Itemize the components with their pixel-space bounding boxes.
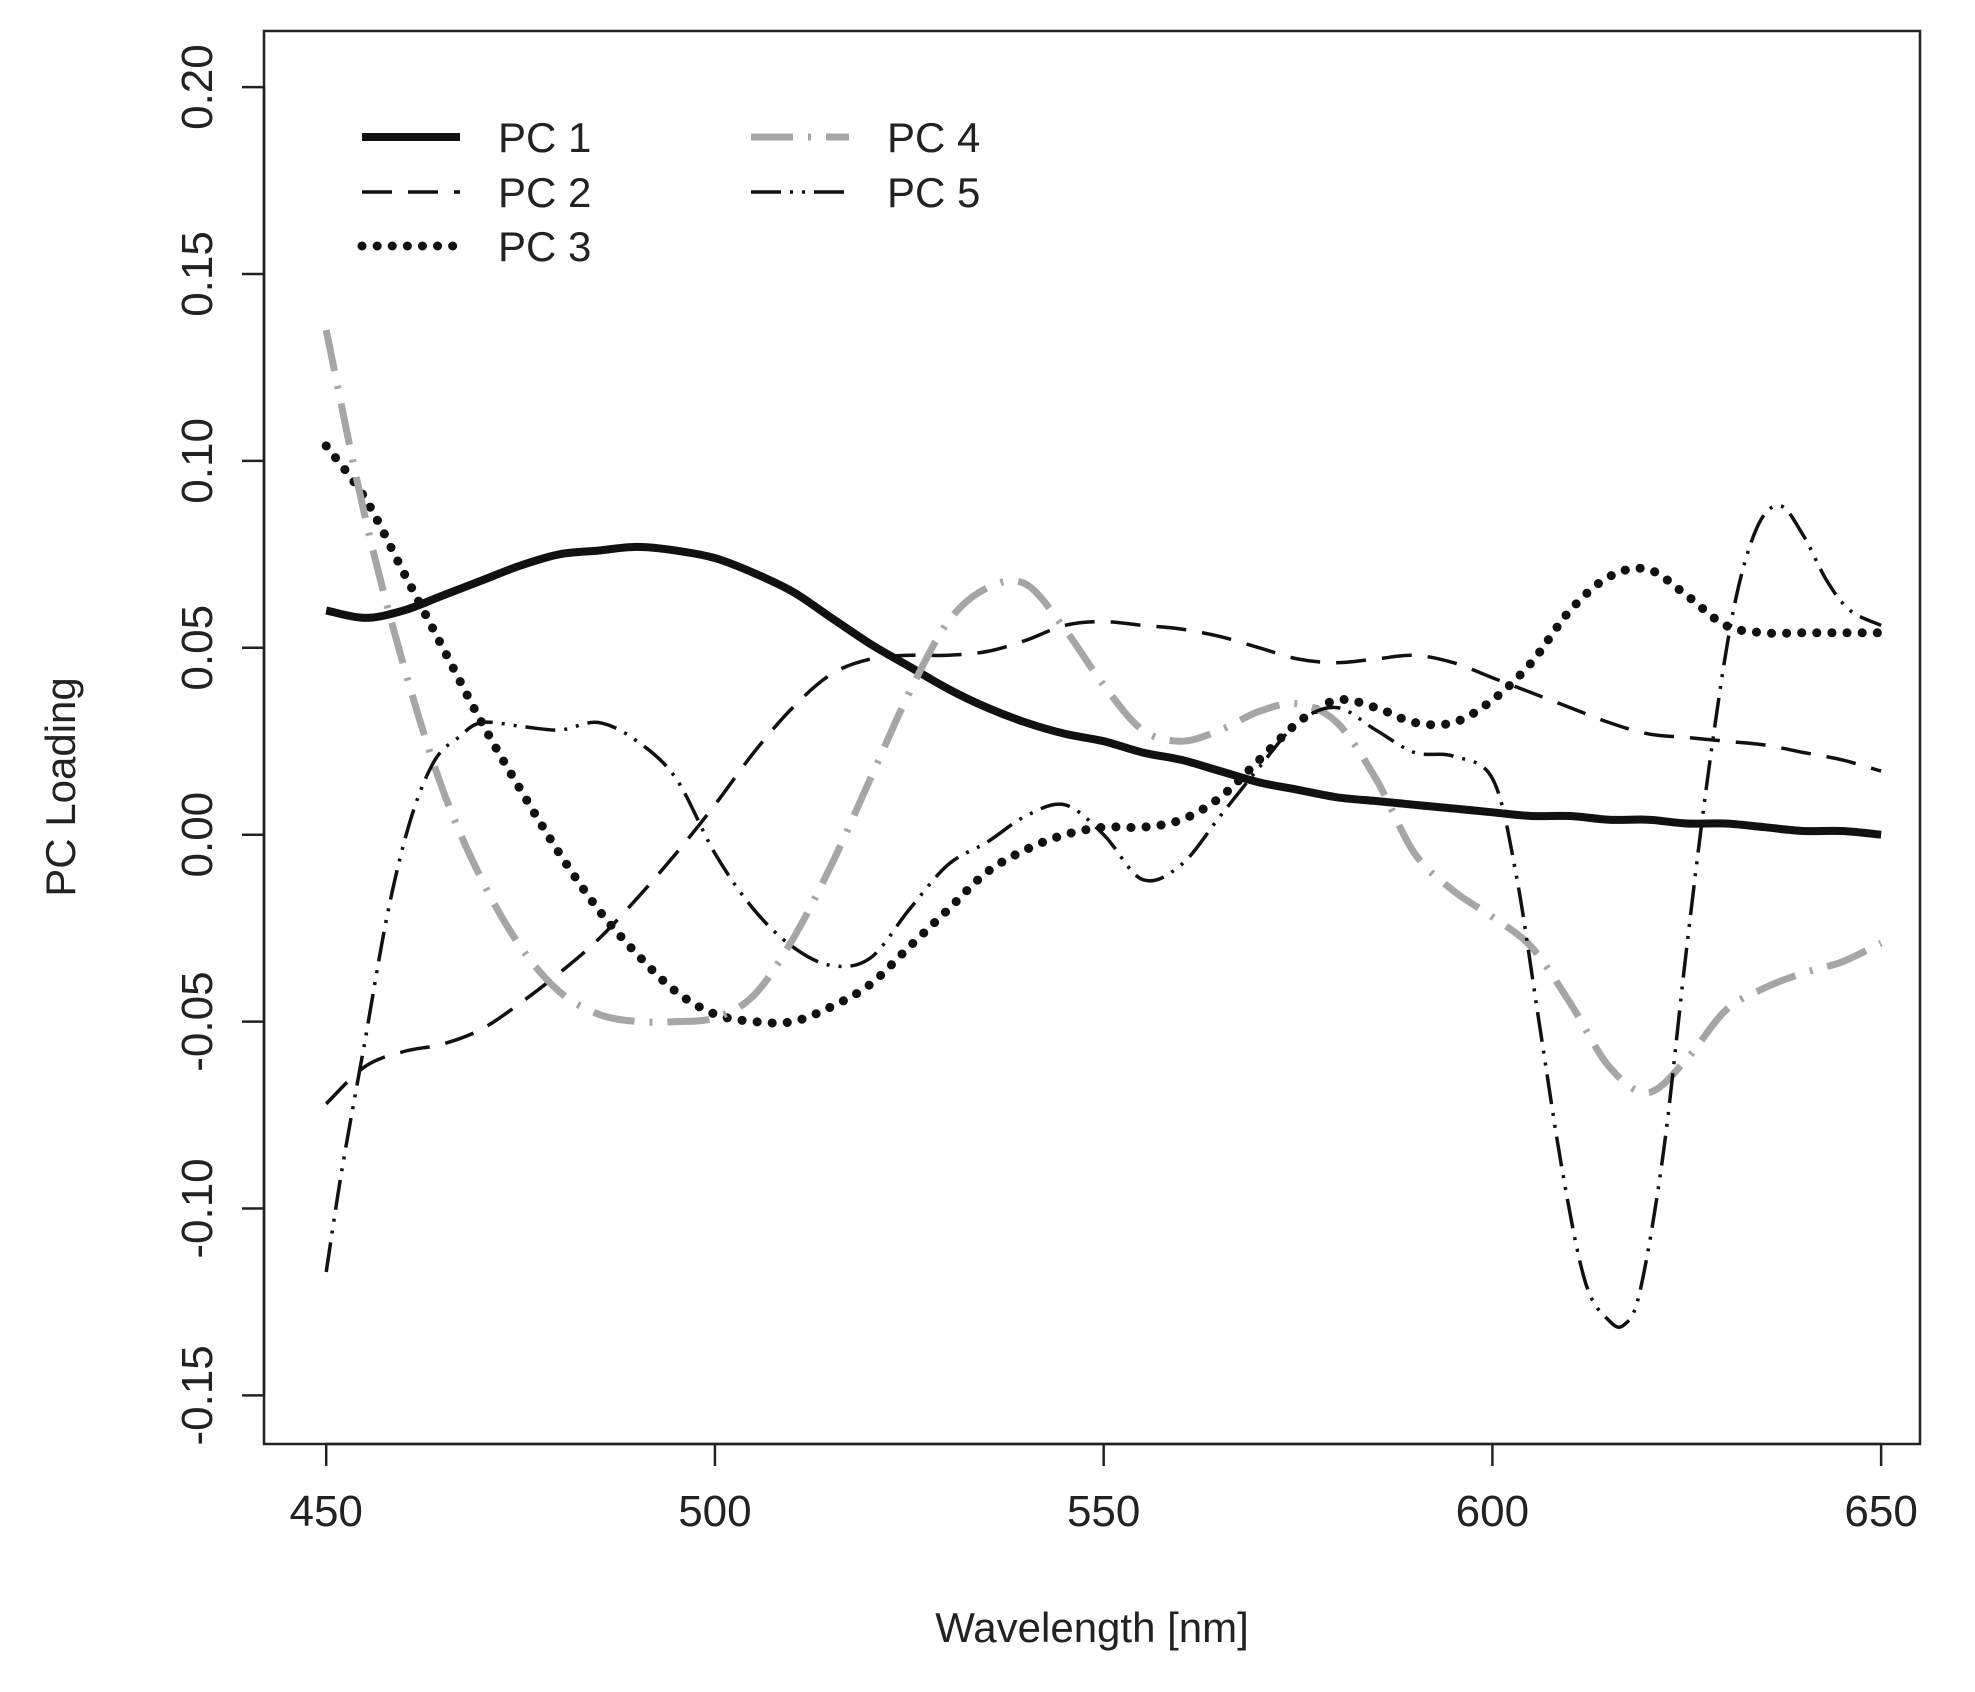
x-tick-label: 500	[678, 1487, 751, 1536]
y-tick-label: 0.05	[173, 605, 222, 691]
series-line-pc2	[324, 619, 1882, 1106]
x-axis: 450 500 550 600 650	[289, 1442, 1918, 1536]
series-line-pc1	[325, 542, 1882, 839]
y-axis-title: PC Loading	[37, 677, 84, 897]
y-tick-label: -0.10	[173, 1158, 222, 1258]
legend: PC 1 PC 2 PC 3 PC 4 PC 5	[357, 114, 980, 270]
series-layer	[321, 329, 1886, 1329]
legend-label-pc5: PC 5	[887, 169, 980, 216]
x-axis-title: Wavelength [nm]	[935, 1604, 1249, 1651]
y-tick-label: 0.15	[173, 231, 222, 317]
legend-label-pc2: PC 2	[498, 169, 591, 216]
y-tick-label: 0.10	[173, 418, 222, 504]
x-tick-label: 450	[289, 1487, 362, 1536]
y-tick-label: -0.15	[173, 1345, 222, 1445]
series-line-pc5	[324, 503, 1882, 1329]
series-line-pc4	[322, 329, 1883, 1097]
legend-label-pc3: PC 3	[498, 223, 591, 270]
legend-label-pc4: PC 4	[887, 114, 980, 161]
x-tick-label: 550	[1067, 1487, 1140, 1536]
x-tick-label: 650	[1844, 1487, 1917, 1536]
y-axis: -0.15 -0.10 -0.05 0.00 0.05 0.10 0.15 0.20	[173, 44, 266, 1446]
y-tick-label: -0.05	[173, 971, 222, 1071]
series-line-pc3	[321, 441, 1886, 1028]
y-tick-label: 0.00	[173, 792, 222, 878]
x-tick-label: 600	[1456, 1487, 1529, 1536]
y-tick-label: 0.20	[173, 44, 222, 130]
legend-label-pc1: PC 1	[498, 114, 591, 161]
